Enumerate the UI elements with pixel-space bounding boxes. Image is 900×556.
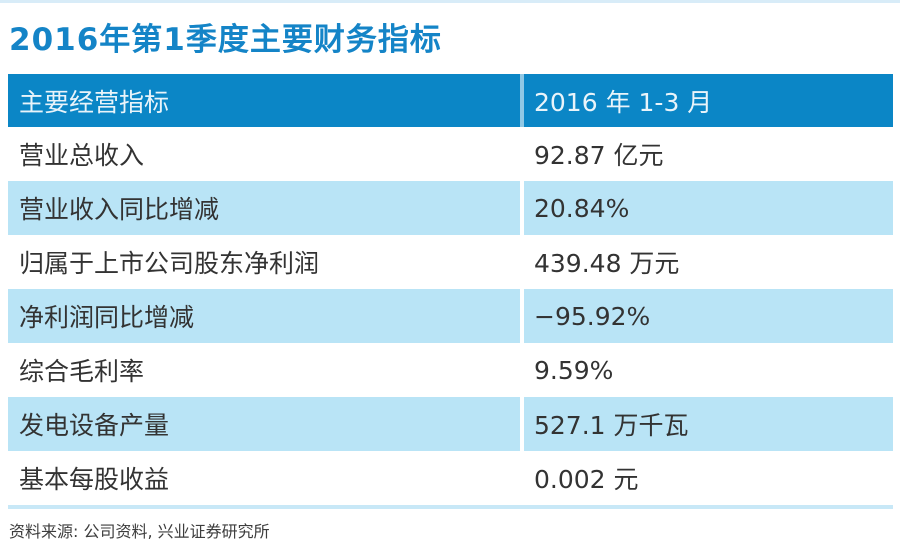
row-label: 归属于上市公司股东净利润 bbox=[19, 249, 320, 278]
row-label: 发电设备产量 bbox=[19, 411, 170, 440]
row-label: 基本每股收益 bbox=[19, 465, 170, 494]
source-note: 资料来源: 公司资料, 兴业证券研究所 bbox=[9, 522, 270, 541]
row-value: 20.84% bbox=[520, 181, 893, 235]
table-row: 综合毛利率 9.59% bbox=[8, 343, 893, 397]
row-value: 0.002 元 bbox=[520, 451, 893, 505]
row-value: −95.92% bbox=[520, 289, 893, 343]
row-label: 营业总收入 bbox=[19, 141, 145, 170]
row-value: 527.1 万千瓦 bbox=[520, 397, 893, 451]
row-value: 92.87 亿元 bbox=[520, 127, 893, 181]
table-row: 净利润同比增减 −95.92% bbox=[8, 289, 893, 343]
row-label: 营业收入同比增减 bbox=[19, 195, 220, 224]
table-header-row: 主要经营指标 2016 年 1-3 月 bbox=[8, 74, 893, 127]
table-row: 发电设备产量 527.1 万千瓦 bbox=[8, 397, 893, 451]
top-accent-line bbox=[0, 0, 900, 3]
row-value: 439.48 万元 bbox=[520, 235, 893, 289]
table-row: 营业总收入 92.87 亿元 bbox=[8, 127, 893, 181]
financial-indicators-table: 主要经营指标 2016 年 1-3 月 营业总收入 92.87 亿元 营业收入同… bbox=[8, 74, 893, 505]
page-title: 2016年第1季度主要财务指标 bbox=[9, 22, 442, 58]
table-row: 归属于上市公司股东净利润 439.48 万元 bbox=[8, 235, 893, 289]
bottom-accent-line bbox=[8, 505, 893, 509]
header-cell-period: 2016 年 1-3 月 bbox=[520, 74, 893, 127]
table-row: 基本每股收益 0.002 元 bbox=[8, 451, 893, 505]
row-label: 净利润同比增减 bbox=[19, 303, 195, 332]
row-label: 综合毛利率 bbox=[19, 357, 145, 386]
header-cell-indicator: 主要经营指标 bbox=[19, 87, 170, 117]
table-row: 营业收入同比增减 20.84% bbox=[8, 181, 893, 235]
row-value: 9.59% bbox=[520, 343, 893, 397]
